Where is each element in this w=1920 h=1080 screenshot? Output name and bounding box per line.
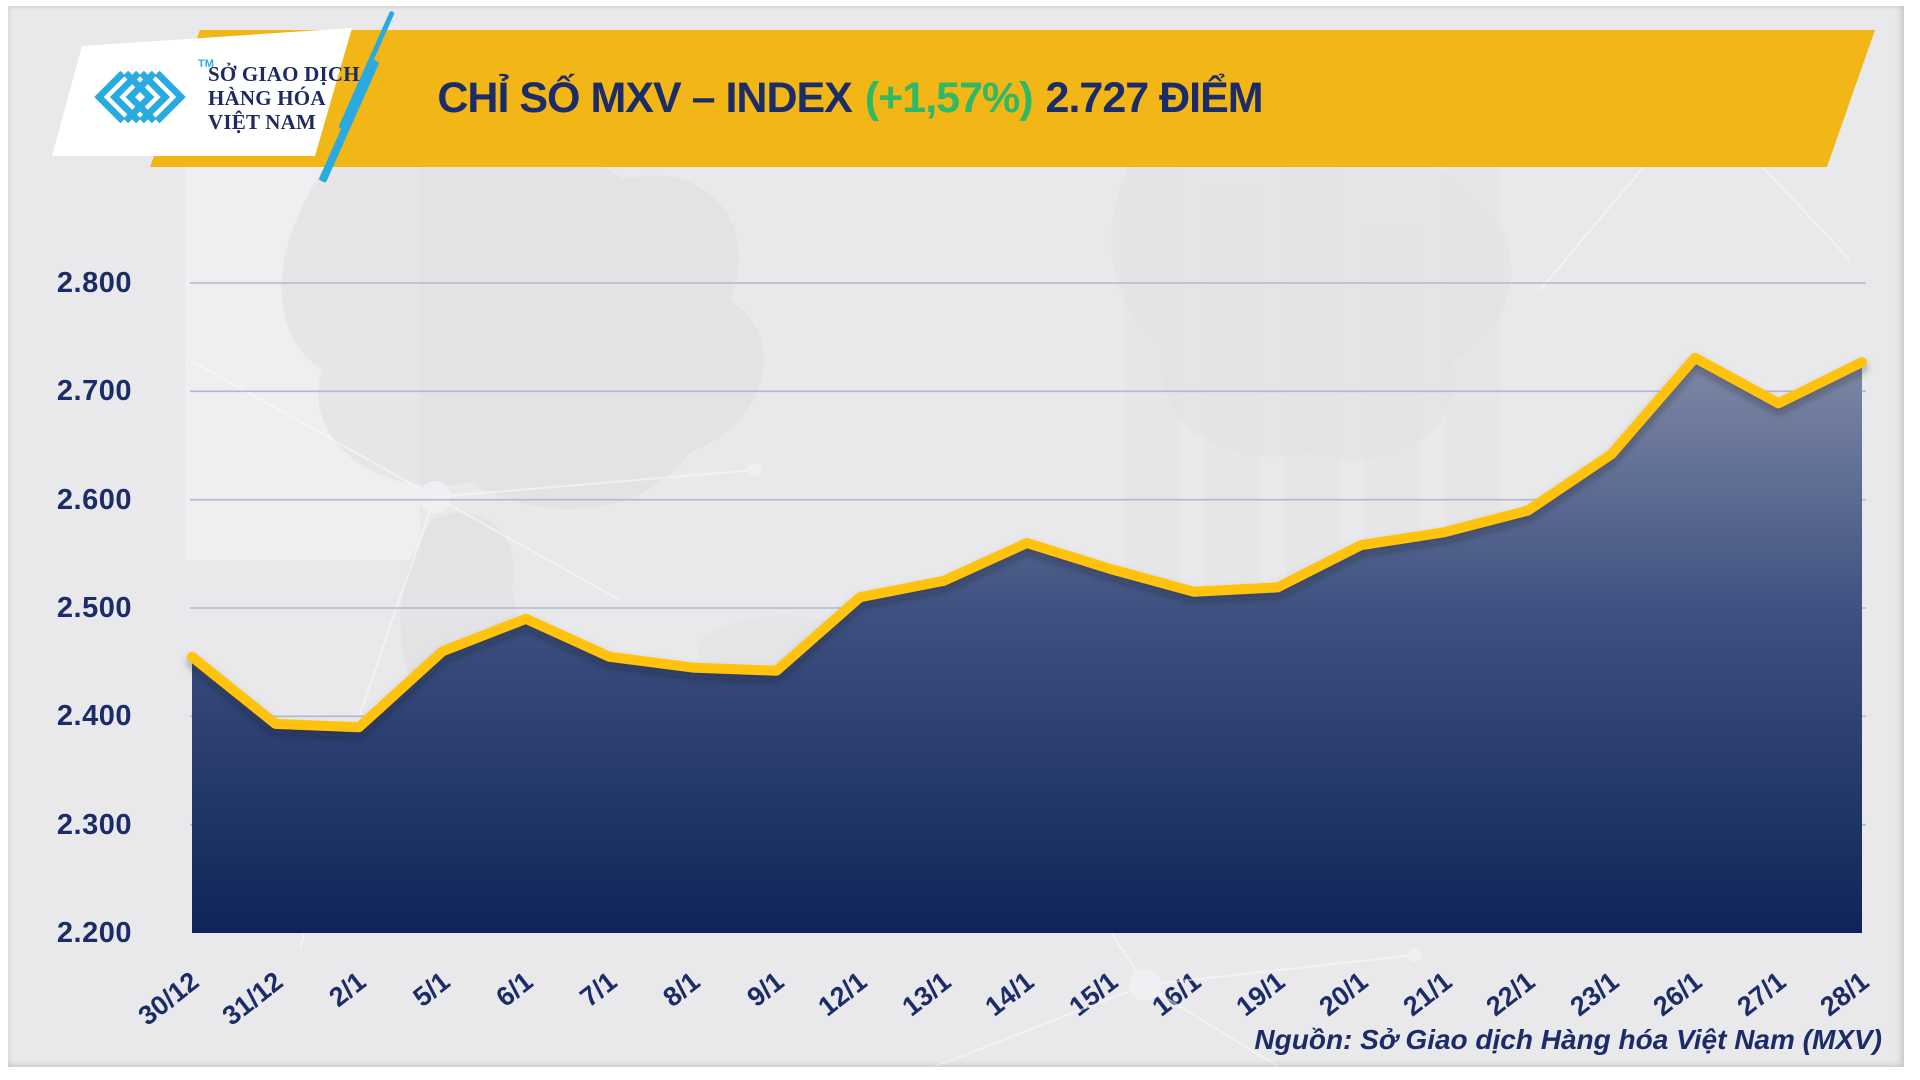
index-line: [187, 352, 1867, 733]
mxv-logo-icon: [94, 70, 186, 124]
trademark-symbol: TM: [198, 58, 214, 70]
area-fill: [192, 357, 1862, 933]
y-axis-label: 2.400: [56, 700, 132, 733]
title-text: CHỈ SỐ MXV – INDEX: [437, 74, 852, 122]
source-credit: Nguồn: Sở Giao dịch Hàng hóa Việt Nam (M…: [1254, 1024, 1882, 1055]
watermark-continent: [1111, 125, 1512, 461]
title-index-value: 2.727 ĐIỂM: [1045, 74, 1264, 122]
title-change-percent: (+1,57%): [864, 74, 1034, 122]
y-axis-label: 2.600: [56, 483, 132, 516]
logo-line-3: VIỆT NAM: [208, 110, 316, 134]
logo-line-1: SỞ GIAO DỊCH: [208, 62, 360, 86]
y-axis-label: 2.200: [56, 917, 132, 949]
y-axis-label: 2.500: [56, 592, 132, 624]
y-axis-label: 2.800: [56, 267, 132, 299]
title-banner: [140, 30, 1875, 167]
logo-wordmark: SỞ GIAO DỊCH HÀNG HÓA VIỆT NAM: [208, 62, 360, 134]
y-axis-label: 2.700: [56, 375, 132, 408]
watermark-continent: [281, 133, 764, 510]
logo-line-2: HÀNG HÓA: [208, 86, 326, 110]
y-axis-label: 2.300: [56, 808, 132, 841]
page-title: CHỈ SỐ MXV – INDEX (+1,57%) 2.727 ĐIỂM: [205, 30, 1495, 167]
